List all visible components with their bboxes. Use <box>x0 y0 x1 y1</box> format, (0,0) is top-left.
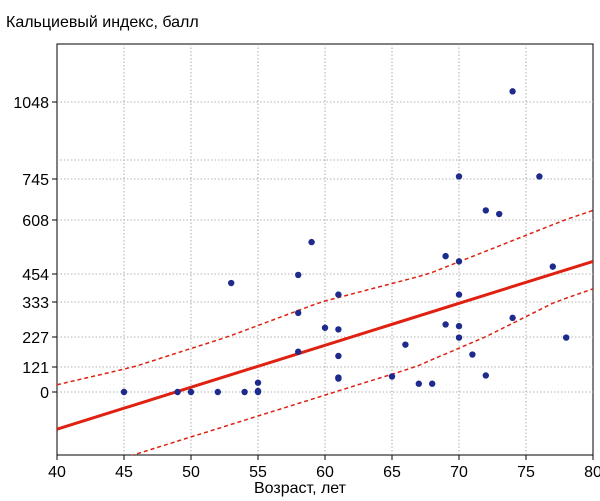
data-point <box>482 207 489 214</box>
data-point <box>388 373 396 380</box>
y-tick-label: 608 <box>22 213 49 230</box>
y-tick-label: 0 <box>40 385 49 402</box>
data-point <box>295 271 302 279</box>
data-point <box>120 388 128 396</box>
plot-frame <box>56 43 594 456</box>
data-point <box>509 88 516 95</box>
x-tick-label: 55 <box>249 464 267 480</box>
data-point <box>536 173 543 180</box>
data-point <box>335 291 342 298</box>
confidence-band-lower <box>130 288 593 455</box>
x-tick-label: 70 <box>450 464 468 480</box>
data-point <box>496 210 503 218</box>
data-point <box>469 351 476 358</box>
data-point <box>455 173 463 180</box>
data-point <box>228 279 235 287</box>
data-point <box>402 341 409 348</box>
data-point <box>295 348 302 355</box>
data-point <box>415 380 422 387</box>
data-point <box>335 326 342 333</box>
y-axis-title: Кальциевый индекс, балл <box>6 14 199 31</box>
data-point <box>254 387 262 395</box>
data-point <box>254 379 262 386</box>
data-point <box>335 352 342 360</box>
x-tick-label: 40 <box>48 464 66 480</box>
x-tick-label: 50 <box>182 464 200 480</box>
regression-lines <box>57 209 593 455</box>
data-point <box>549 263 556 270</box>
y-tick-label: 121 <box>22 360 49 377</box>
scatter-chart: 0 121 227 333 454 608 745 1048 40 45 50 55 60 65 70 75 8… <box>13 43 600 480</box>
data-point <box>214 388 221 396</box>
data-point <box>563 334 570 341</box>
x-tick-label: 75 <box>517 464 535 480</box>
data-point <box>321 324 329 331</box>
data-point <box>455 258 463 265</box>
data-point <box>174 388 181 396</box>
data-point <box>455 334 463 341</box>
x-tick-label: 60 <box>316 464 334 480</box>
y-tick-label: 745 <box>22 172 49 189</box>
y-tick-label: 1048 <box>13 95 49 112</box>
regression-line <box>57 259 593 431</box>
y-tick-label: 227 <box>22 330 49 347</box>
data-point <box>455 291 463 298</box>
data-point <box>442 252 449 260</box>
data-point <box>442 321 449 328</box>
data-point <box>429 380 436 387</box>
data-point <box>482 372 489 379</box>
x-tick-label: 45 <box>115 464 133 480</box>
data-point <box>187 388 195 396</box>
x-tick-label: 65 <box>383 464 401 480</box>
data-point <box>455 322 463 330</box>
y-tick-label: 333 <box>22 295 49 312</box>
data-point <box>308 238 315 246</box>
confidence-band-upper <box>57 209 593 386</box>
x-axis-title: Возраст, лет <box>254 480 346 497</box>
data-point <box>335 375 342 382</box>
data-point <box>241 388 248 396</box>
x-tick-label: 80 <box>584 464 600 480</box>
data-point <box>295 309 302 317</box>
y-tick-label: 454 <box>22 267 49 284</box>
data-point <box>509 314 516 322</box>
